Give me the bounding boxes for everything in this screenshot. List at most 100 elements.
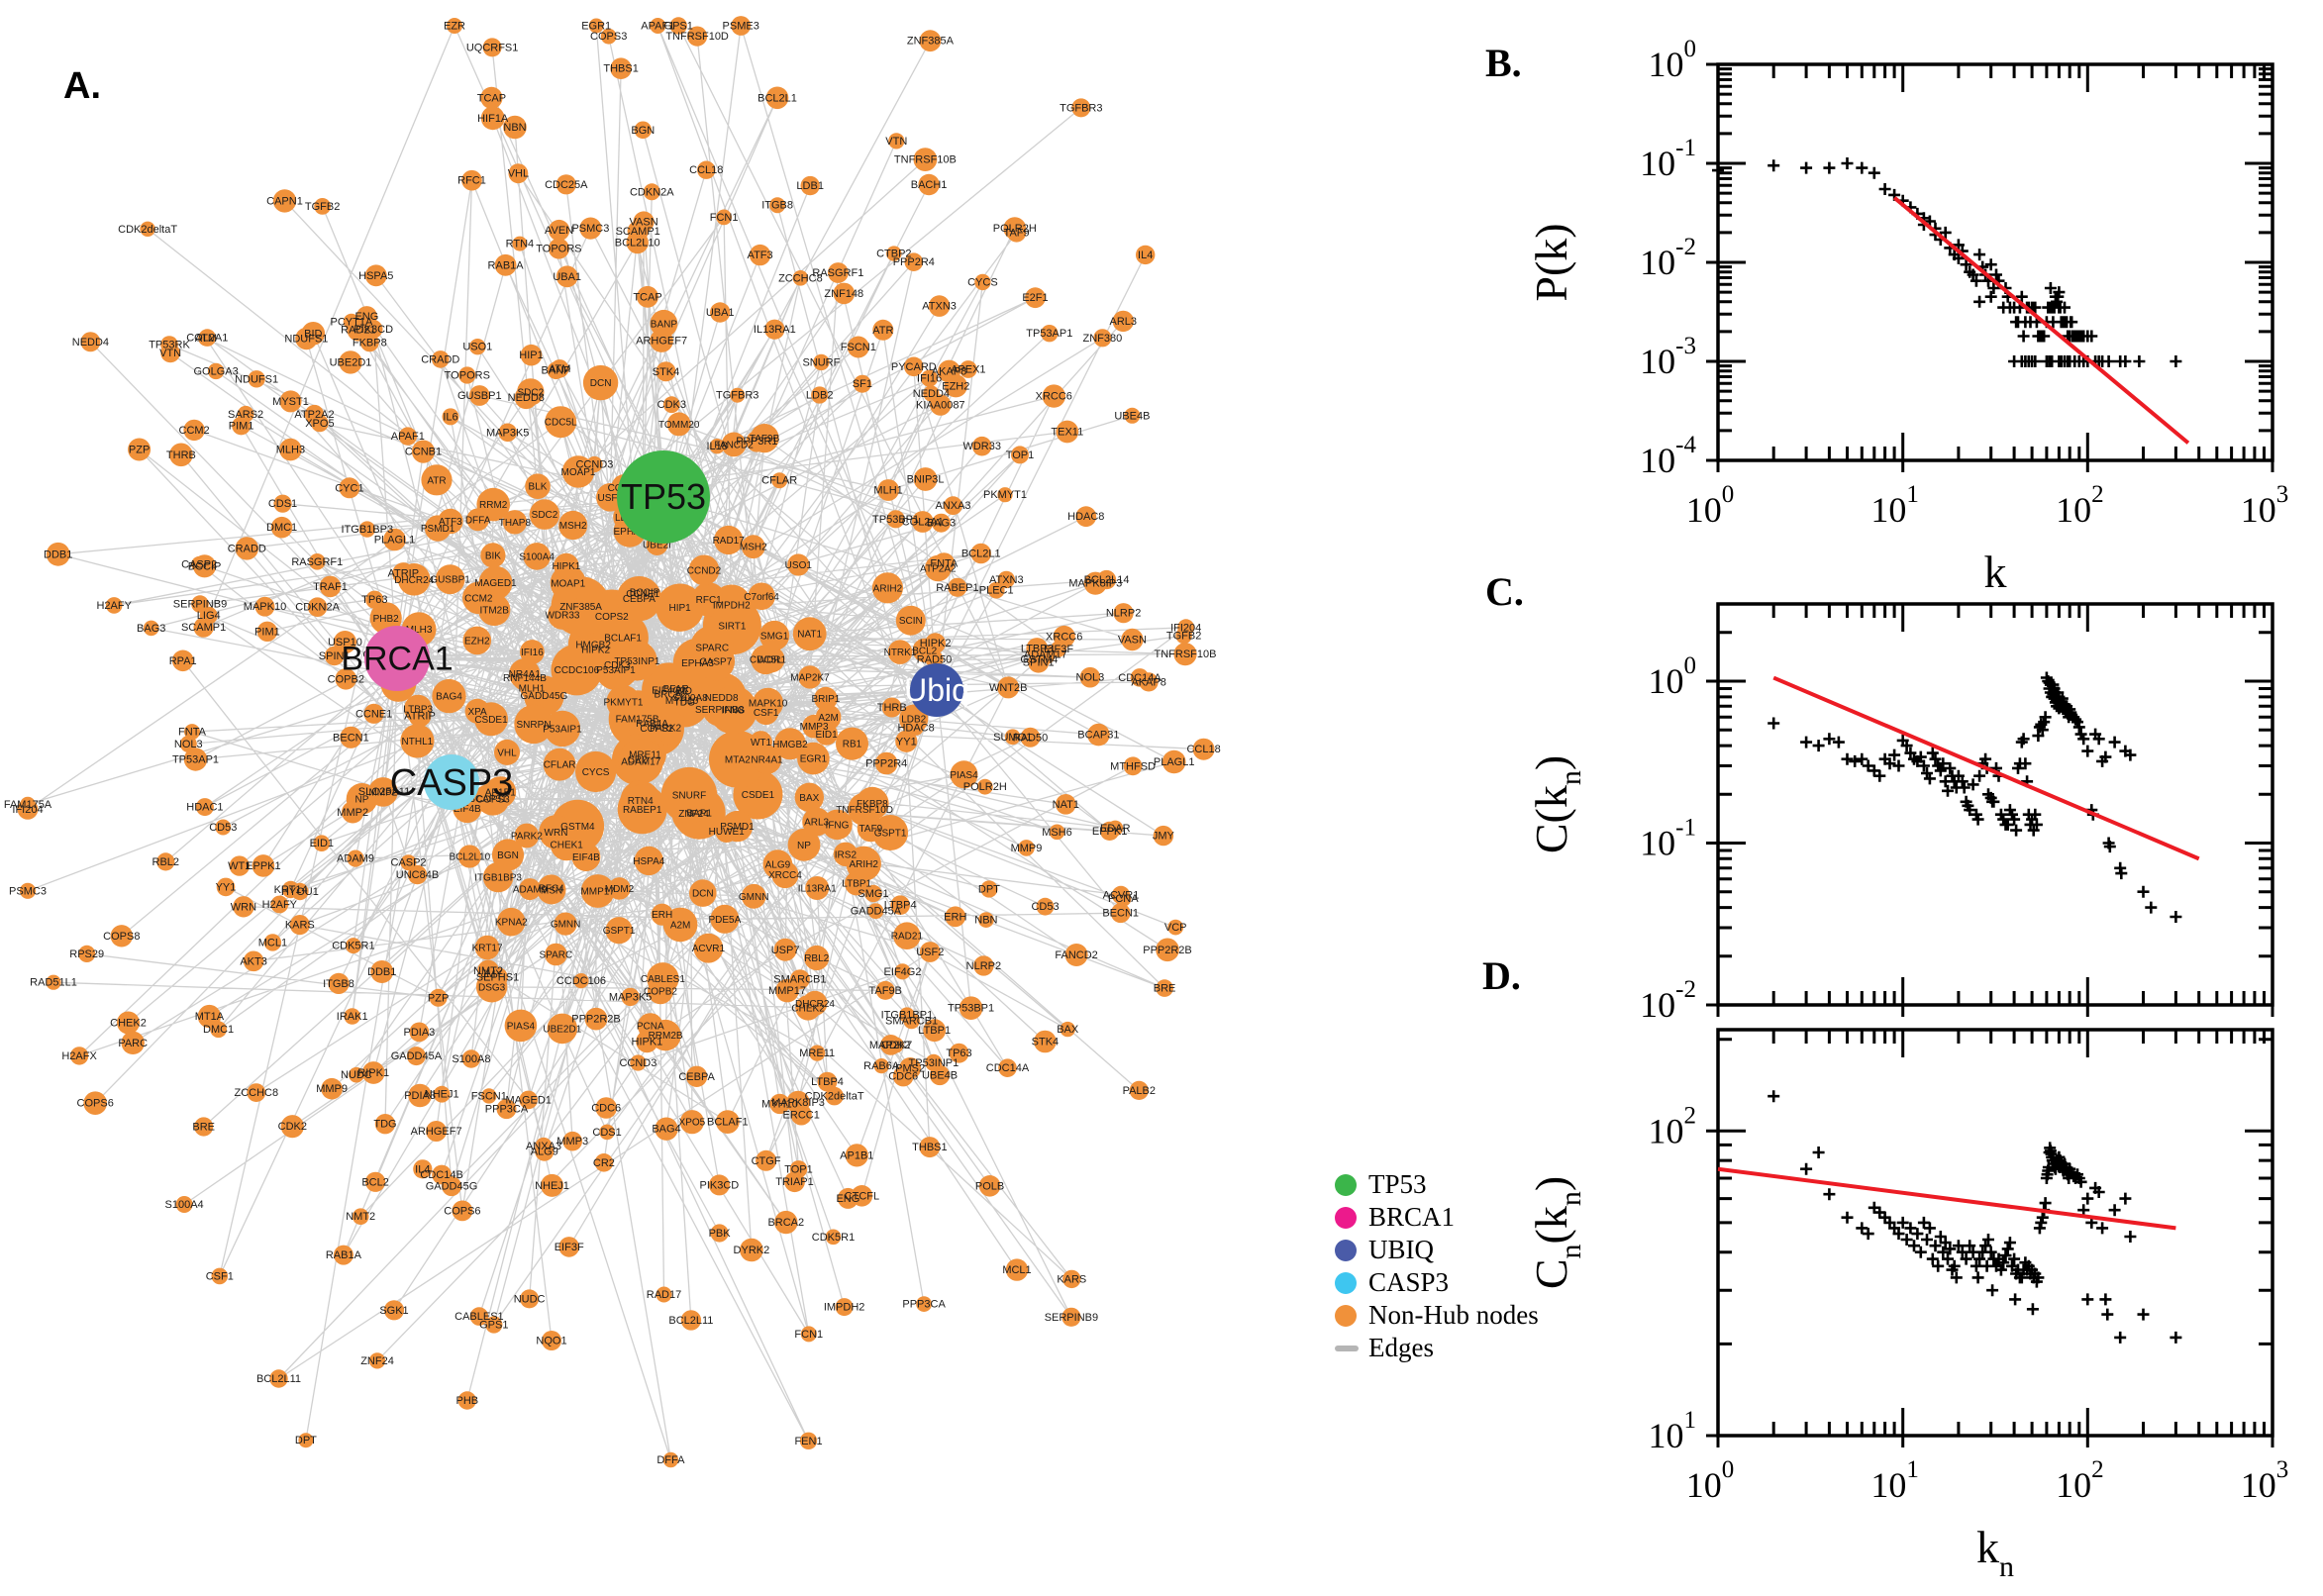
network-node-label: RFC1 (696, 595, 723, 606)
network-node-label: FAM175A (4, 799, 52, 811)
network-node-label: RASGRF1 (291, 556, 343, 568)
network-node-label: IFNG (826, 820, 850, 831)
network-node-label: MSN (541, 885, 562, 896)
network-node-label: BCL2L10 (615, 238, 660, 249)
network-node-label: ALG9 (765, 860, 791, 871)
network-node (270, 516, 293, 539)
network-node-label: TNFRSF10D (665, 31, 729, 43)
network-node (792, 617, 827, 651)
y-tick-label: 10-2 (1640, 234, 1696, 282)
network-node (183, 419, 205, 442)
network-node-label: NOL3 (1076, 672, 1105, 684)
network-node (913, 467, 938, 491)
network-node-label: IFI16 (917, 373, 942, 385)
network-node (407, 864, 428, 885)
network-node (480, 106, 505, 131)
hub-label-brca1: BRCA1 (341, 641, 453, 678)
network-node-label: MRE11 (799, 1047, 835, 1059)
network-node (457, 845, 481, 868)
network-node-label: CCNB1 (405, 447, 442, 458)
network-node (904, 356, 924, 377)
network-node (191, 555, 208, 572)
network-node-label: CDKN2A (630, 186, 674, 198)
network-node (688, 554, 720, 586)
network-node-label: EGR1 (581, 21, 611, 33)
network-node-label: EID1 (310, 838, 334, 849)
network-node-label: DDB1 (367, 966, 396, 978)
network-node-label: TAF9B (750, 434, 780, 445)
network-node (324, 646, 345, 666)
network-node-label: BRE (192, 1122, 215, 1134)
network-node-label: TOP1 (1006, 449, 1035, 461)
network-node (872, 319, 894, 341)
network-node (1011, 446, 1029, 464)
network-node (890, 895, 910, 915)
network-node-label: ATXN3 (922, 301, 957, 313)
axis-ticks (1706, 602, 2274, 1017)
network-node-label: ATF3 (439, 517, 462, 528)
network-node-label: PCNA (1108, 893, 1139, 905)
network-node (195, 798, 214, 817)
network-node (520, 640, 545, 664)
network-node (335, 668, 357, 690)
network-node (1004, 729, 1021, 746)
network-node-label: NEDD8 (705, 693, 739, 704)
network-node-label: MT1A (195, 1011, 225, 1023)
network-node-label: EPPK1 (246, 860, 280, 872)
network-node (525, 473, 551, 500)
network-node-label: COL2A1 (902, 517, 944, 529)
network-node-label: NLRP2 (1106, 608, 1141, 620)
network-node-label: PARC (118, 1038, 148, 1049)
network-node (503, 115, 527, 140)
network-node-label: TOPORS (536, 244, 581, 255)
network-node-label: WRN (231, 901, 256, 913)
network-legend: TP53 BRCA1 UBIQ CASP3 Non-Hub nodes Edge… (1335, 1168, 1539, 1364)
axis-ticks (1706, 62, 2274, 472)
network-node (1041, 325, 1059, 343)
network-node-label: BCAP31 (468, 794, 507, 805)
network-node (828, 262, 849, 283)
network-node (233, 896, 254, 918)
network-node (482, 38, 502, 57)
network-node (339, 477, 360, 499)
network-node (529, 499, 560, 530)
network-node (1075, 506, 1097, 528)
network-node-label: EZH2 (464, 636, 490, 647)
network-node (928, 295, 951, 317)
network-node (1096, 569, 1117, 590)
network-node-label: SNURF (672, 791, 706, 802)
network-node-label: TNFRSF10B (894, 154, 957, 166)
network-node (83, 1091, 107, 1115)
network-node-label: VCP (1164, 922, 1187, 934)
network-node-label: TDG (674, 697, 695, 708)
network-node-label: RAB4A (636, 719, 668, 730)
y-tick-label: 100 (1649, 652, 1697, 701)
network-node (974, 273, 991, 291)
network-node-label: ITGB1BP3 (342, 524, 394, 536)
network-node (19, 882, 37, 899)
network-node-label: PIM1 (229, 421, 254, 433)
network-node (398, 427, 417, 446)
hub-node-casp3 (424, 754, 479, 810)
network-node (596, 483, 625, 512)
network-node (502, 510, 528, 535)
network-node (987, 581, 1005, 599)
network-node (344, 1008, 361, 1025)
network-node-label: RAD17 (713, 536, 746, 547)
network-node (1100, 821, 1120, 842)
network-node-label: RAD50 (1013, 732, 1048, 744)
network-node (365, 590, 384, 609)
network-node (1175, 627, 1192, 645)
network-node (207, 362, 225, 380)
network-node-label: ATRIP (388, 568, 420, 580)
network-node-label: CRADD (228, 543, 266, 554)
network-node-label: NAT1 (1053, 799, 1079, 811)
network-node (352, 1208, 369, 1225)
network-node (571, 843, 601, 871)
fit-line (1892, 196, 2190, 445)
network-node (669, 17, 687, 35)
network-node (923, 1019, 947, 1043)
network-node-label: APEX1 (951, 364, 985, 376)
network-node (894, 963, 911, 980)
network-node-label: RAD51L1 (30, 977, 77, 989)
